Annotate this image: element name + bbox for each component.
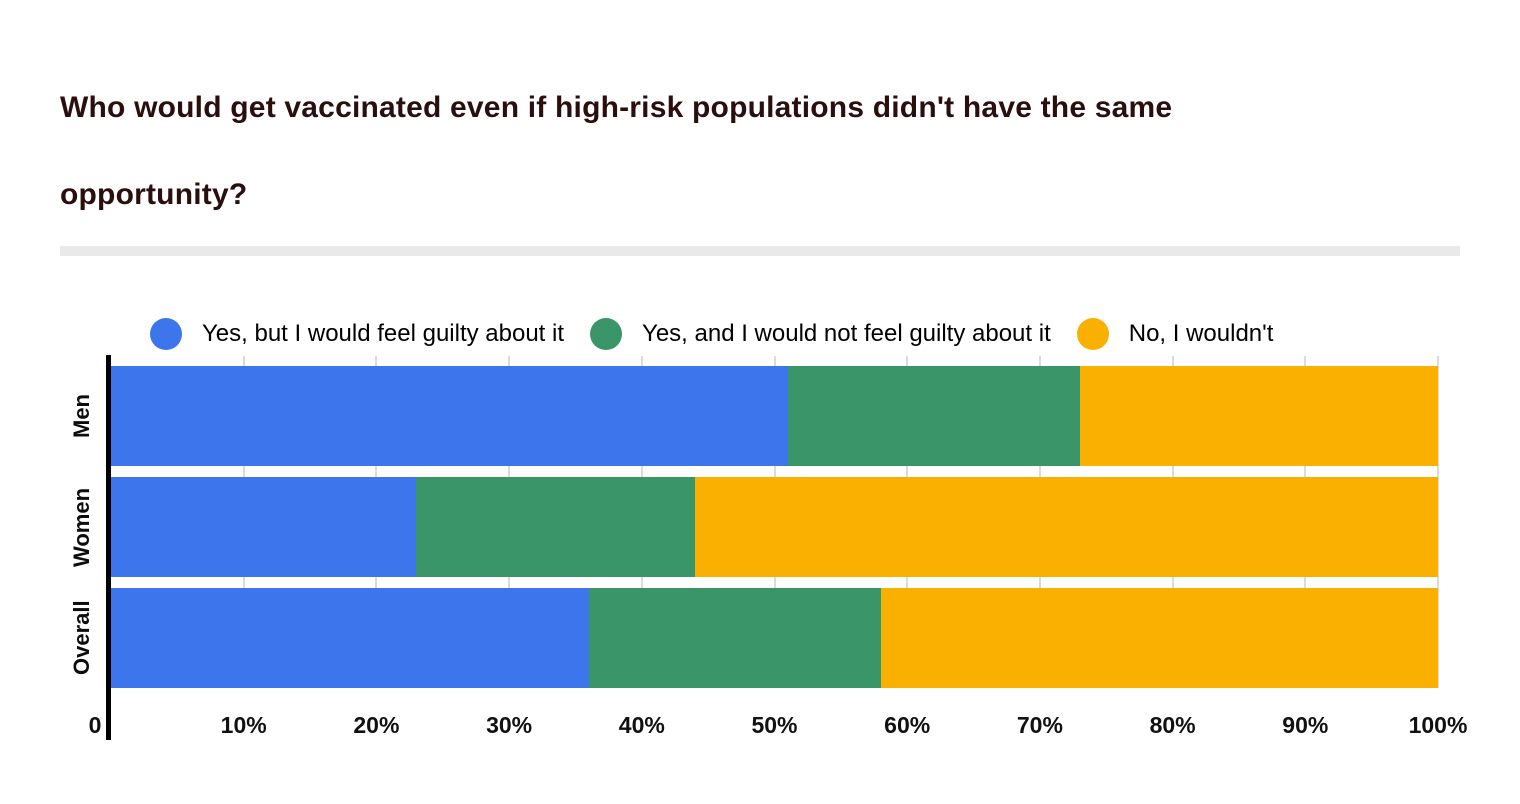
x-tick-label: 90% bbox=[1282, 712, 1329, 738]
x-axis: 0 10% 20% 30% 40% 50% 60% 70% 80% 90% 100% bbox=[89, 712, 1468, 744]
bar-segment bbox=[416, 477, 695, 577]
bar-segment bbox=[1079, 366, 1438, 466]
bar-row-overall bbox=[111, 588, 1438, 688]
plot-area bbox=[111, 356, 1439, 688]
bar-segment bbox=[111, 588, 589, 688]
bar-segment bbox=[111, 366, 788, 466]
x-tick-label: 40% bbox=[618, 712, 665, 738]
y-axis-label: Men bbox=[69, 394, 94, 438]
bar-segment bbox=[787, 366, 1080, 466]
legend-swatch-icon bbox=[1076, 318, 1109, 350]
chart-legend: Yes, but I would feel guilty about it Yes… bbox=[150, 318, 1520, 350]
legend-label: Yes, and I would not feel guilty about i… bbox=[642, 320, 1051, 347]
bar-segment bbox=[694, 477, 1438, 577]
legend-item: No, I wouldn't bbox=[1076, 318, 1274, 350]
x-tick-label: 0 bbox=[88, 712, 102, 738]
legend-label: Yes, but I would feel guilty about it bbox=[202, 320, 565, 347]
y-axis-label: Women bbox=[69, 487, 94, 567]
title-divider bbox=[60, 246, 1460, 256]
chart-title: Who would get vaccinated even if high-ri… bbox=[60, 91, 1173, 211]
bar-segment bbox=[588, 588, 881, 688]
x-tick-label: 50% bbox=[751, 712, 798, 738]
bar-segment bbox=[880, 588, 1438, 688]
legend-label: No, I wouldn't bbox=[1128, 320, 1274, 347]
legend-item: Yes, but I would feel guilty about it bbox=[150, 318, 564, 350]
x-tick-label: 80% bbox=[1149, 712, 1196, 738]
legend-swatch-icon bbox=[150, 318, 182, 350]
bar-segment bbox=[111, 477, 417, 577]
y-axis-label: Overall bbox=[69, 600, 94, 676]
x-tick-label: 10% bbox=[220, 712, 267, 738]
legend-item: Yes, and I would not feel guilty about i… bbox=[590, 318, 1051, 350]
chart-body: Men Women Overall bbox=[0, 355, 1520, 740]
stacked-bar-chart: Yes, but I would feel guilty about it Yes… bbox=[0, 318, 1520, 744]
x-tick-label: 30% bbox=[486, 712, 533, 738]
x-tick-label: 20% bbox=[353, 712, 400, 738]
legend-swatch-icon bbox=[590, 318, 623, 350]
y-axis-line bbox=[106, 355, 111, 740]
bar-row-women bbox=[111, 477, 1438, 577]
x-tick-label: 60% bbox=[884, 712, 931, 738]
x-tick-label: 100% bbox=[1408, 712, 1468, 738]
x-tick-label: 70% bbox=[1016, 712, 1063, 738]
bar-row-men bbox=[111, 366, 1438, 466]
grid-line bbox=[1437, 356, 1439, 688]
